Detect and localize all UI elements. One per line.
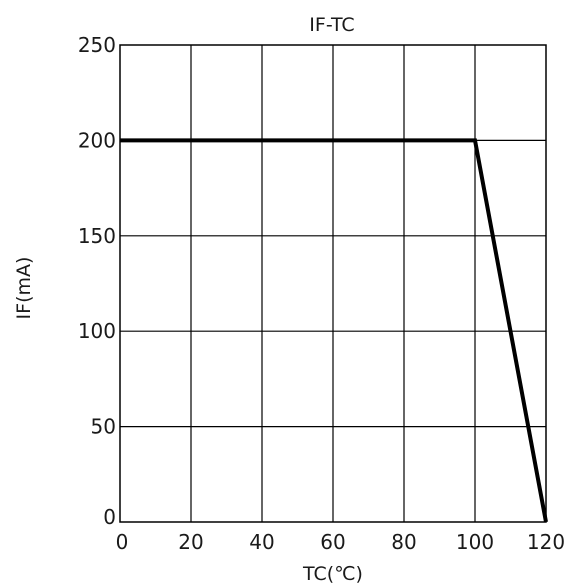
- y-tick-label: 100: [78, 319, 116, 343]
- chart-title: IF-TC: [309, 14, 354, 36]
- x-tick-label: 120: [527, 530, 565, 554]
- y-tick-label: 150: [78, 224, 116, 248]
- y-tick-label: 50: [91, 415, 116, 439]
- y-axis-label: IF(mA): [13, 257, 35, 320]
- x-axis-ticks: 0 20 40 60 80 100 120: [116, 530, 565, 554]
- y-tick-label: 0: [103, 505, 116, 529]
- y-tick-label: 250: [78, 33, 116, 57]
- plot-frame: [119, 44, 547, 523]
- x-axis-label: TC(℃): [302, 563, 363, 585]
- x-tick-label: 40: [249, 530, 274, 554]
- x-tick-label: 60: [320, 530, 345, 554]
- x-tick-label: 20: [178, 530, 203, 554]
- y-tick-label: 200: [78, 128, 116, 152]
- y-axis-ticks: 0 50 100 150 200 250: [78, 33, 116, 529]
- x-tick-label: 80: [391, 530, 416, 554]
- x-tick-label: 100: [456, 530, 494, 554]
- series-layer: [119, 138, 548, 523]
- x-tick-label: 0: [116, 530, 129, 554]
- grid: [120, 45, 546, 522]
